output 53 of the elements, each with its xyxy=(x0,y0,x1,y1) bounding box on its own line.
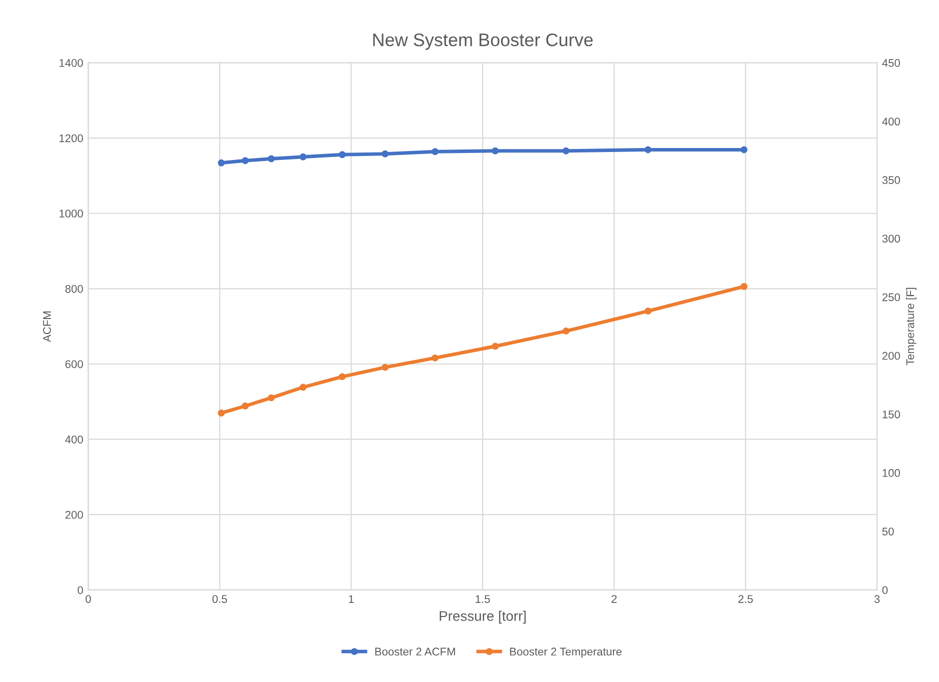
point xyxy=(268,394,275,402)
y2-tick-label: 300 xyxy=(882,234,900,243)
x-tick-label: 0.5 xyxy=(212,595,227,603)
x-tick-label: 1.5 xyxy=(476,595,490,603)
point xyxy=(268,155,275,162)
point xyxy=(300,384,307,391)
point xyxy=(300,153,307,160)
y-tick-label: 800 xyxy=(65,284,83,293)
y-tick-label: 0 xyxy=(78,586,83,594)
point xyxy=(382,150,389,158)
y-tick-label: 600 xyxy=(65,360,83,368)
point xyxy=(562,147,570,154)
point xyxy=(492,342,499,350)
y-tick-label: 1200 xyxy=(60,134,83,142)
point xyxy=(432,354,439,362)
x-axis-title: Pressure [torr] xyxy=(440,610,526,624)
point xyxy=(562,328,570,334)
point xyxy=(218,159,225,166)
y2-tick-label: 0 xyxy=(882,586,888,594)
y-tick-label: 400 xyxy=(65,436,83,444)
y-axis-title: ACFM xyxy=(43,312,51,342)
x-tick-label: 0 xyxy=(86,595,91,603)
point xyxy=(218,410,225,416)
y-tick-label: 200 xyxy=(65,510,83,519)
point xyxy=(242,402,249,410)
y-tick-label: 1400 xyxy=(60,59,83,67)
x-tick-label: 2 xyxy=(612,595,617,603)
point xyxy=(740,283,748,290)
y2-tick-label: 150 xyxy=(882,410,900,418)
y2-tick-label: 450 xyxy=(882,59,900,67)
x-tick-label: 3 xyxy=(874,595,880,603)
legend-label: Booster 2 ACFM xyxy=(375,648,455,656)
x-tick-label: 2.5 xyxy=(738,595,753,603)
chart-title: New System Booster Curve xyxy=(373,33,593,50)
point xyxy=(492,147,499,154)
point xyxy=(242,157,249,164)
y2-axis-title: Temperature [F] xyxy=(906,288,916,366)
point xyxy=(382,364,389,371)
point xyxy=(644,308,652,315)
point xyxy=(338,373,346,380)
y-tick-label: 1000 xyxy=(60,210,83,218)
y2-tick-label: 350 xyxy=(882,176,900,184)
point xyxy=(740,146,748,154)
y2-tick-label: 400 xyxy=(882,118,900,126)
y2-tick-label: 50 xyxy=(882,528,894,536)
y2-tick-label: 200 xyxy=(882,352,900,360)
legend-label: Booster 2 Temperature xyxy=(510,648,622,658)
point xyxy=(432,148,439,156)
x-tick-label: 1 xyxy=(348,595,354,603)
point xyxy=(338,151,346,158)
y2-tick-label: 250 xyxy=(882,293,900,302)
y2-tick-label: 100 xyxy=(882,469,900,477)
point xyxy=(644,146,652,154)
